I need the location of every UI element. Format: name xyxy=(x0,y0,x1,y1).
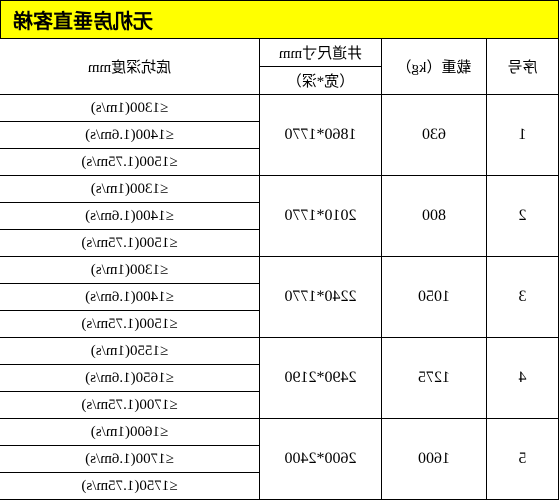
cell-pit: ≤1400(1.6m/s) xyxy=(0,284,260,311)
title-text: 无机房垂直客梯 xyxy=(13,5,153,34)
title-bar: 无机房垂直客梯 xyxy=(0,0,559,38)
header-seq: 序号 xyxy=(487,39,559,95)
cell-weight: 630 xyxy=(382,95,487,176)
cell-pit: ≤1700(1.6m/s) xyxy=(0,446,260,473)
cell-seq: 3 xyxy=(487,257,559,338)
cell-pit: ≤1300(1m/s) xyxy=(0,176,260,203)
cell-shaft: 2490*2190 xyxy=(260,338,382,419)
cell-pit: ≤1400(1.6m/s) xyxy=(0,122,260,149)
cell-shaft: 2010*1770 xyxy=(260,176,382,257)
cell-seq: 4 xyxy=(487,338,559,419)
cell-shaft: 2240*1770 xyxy=(260,257,382,338)
cell-weight: 1600 xyxy=(382,419,487,500)
cell-shaft: 2600*2400 xyxy=(260,419,382,500)
header-pit: 底坑深度mm xyxy=(0,39,260,95)
cell-pit: ≤1400(1.6m/s) xyxy=(0,203,260,230)
cell-pit: ≤1700(1.75m/s) xyxy=(0,392,260,419)
cell-weight: 1050 xyxy=(382,257,487,338)
elevator-spec-table: 序号 载重（kg） 井道尺寸mm 底坑深度mm （宽*深） 1 630 1860… xyxy=(0,38,559,500)
cell-pit: ≤1600(1m/s) xyxy=(0,419,260,446)
cell-pit: ≤1500(1.75m/s) xyxy=(0,311,260,338)
cell-pit: ≤1750(1.75m/s) xyxy=(0,473,260,500)
cell-seq: 5 xyxy=(487,419,559,500)
cell-weight: 1275 xyxy=(382,338,487,419)
cell-weight: 800 xyxy=(382,176,487,257)
cell-pit: ≤1550(1m/s) xyxy=(0,338,260,365)
header-shaft: 井道尺寸mm xyxy=(260,39,382,67)
cell-shaft: 1860*1770 xyxy=(260,95,382,176)
cell-seq: 2 xyxy=(487,176,559,257)
cell-pit: ≤1500(1.75m/s) xyxy=(0,149,260,176)
cell-pit: ≤1300(1m/s) xyxy=(0,95,260,122)
header-shaft-sub: （宽*深） xyxy=(260,67,382,95)
cell-pit: ≤1300(1m/s) xyxy=(0,257,260,284)
header-weight: 载重（kg） xyxy=(382,39,487,95)
cell-seq: 1 xyxy=(487,95,559,176)
cell-pit: ≤1650(1.6m/s) xyxy=(0,365,260,392)
cell-pit: ≤1500(1.75m/s) xyxy=(0,230,260,257)
